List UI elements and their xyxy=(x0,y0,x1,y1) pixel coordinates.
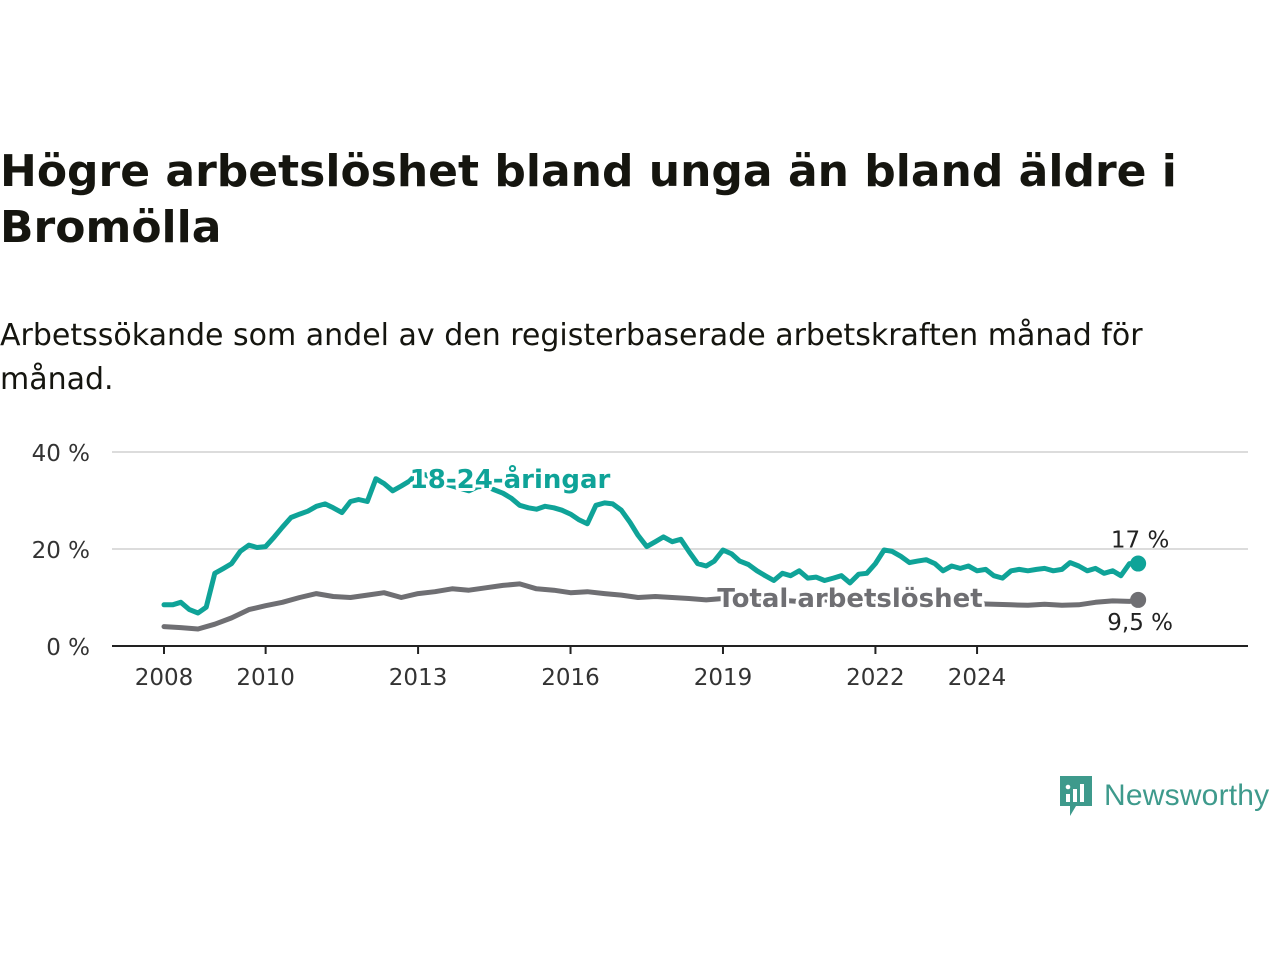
line-chart: 0 % 20 % 40 % 2008 2010 2013 2016 2019 2022 2024… xyxy=(32,441,1248,691)
series-name-label-1: Total arbetslöshet xyxy=(717,584,982,614)
x-tick-label: 2022 xyxy=(846,665,905,691)
x-tick-label: 2010 xyxy=(236,665,295,691)
x-tick-label: 2024 xyxy=(948,665,1007,691)
chart-subtitle: Arbetssökande som andel av den registerb… xyxy=(0,318,1143,397)
brand-name: Newsworthy xyxy=(1104,779,1270,812)
chart-title: Högre arbetslöshet bland unga än bland ä… xyxy=(0,146,1177,253)
series-line-1 xyxy=(161,581,1141,632)
series-labels: 17 % 9,5 % 18-24-åringar Total arbetslöshet xyxy=(407,460,1173,636)
series-line-0 xyxy=(161,469,1141,616)
series-end-label-0: 17 % xyxy=(1111,528,1169,554)
series-name-label-0: 18-24-åringar xyxy=(410,463,611,495)
series-end-label-1: 9,5 % xyxy=(1107,610,1173,636)
x-axis: 2008 2010 2013 2016 2019 2022 2024 xyxy=(112,645,1248,691)
series-lines xyxy=(161,469,1147,632)
series-end-point-0 xyxy=(1130,555,1147,572)
newsworthy-brand: Newsworthy xyxy=(1058,774,1269,818)
x-tick-label: 2016 xyxy=(541,665,600,691)
newsworthy-logo-icon xyxy=(1060,776,1092,816)
y-tick-label: 20 % xyxy=(32,538,90,564)
y-tick-label: 0 % xyxy=(46,635,90,661)
y-axis-ticks: 0 % 20 % 40 % xyxy=(32,441,90,661)
series-end-point-1 xyxy=(1130,591,1147,608)
y-tick-label: 40 % xyxy=(32,441,90,467)
x-tick-label: 2008 xyxy=(135,665,194,691)
x-tick-label: 2013 xyxy=(389,665,448,691)
grid-lines xyxy=(112,451,1248,550)
x-tick-label: 2019 xyxy=(694,665,753,691)
